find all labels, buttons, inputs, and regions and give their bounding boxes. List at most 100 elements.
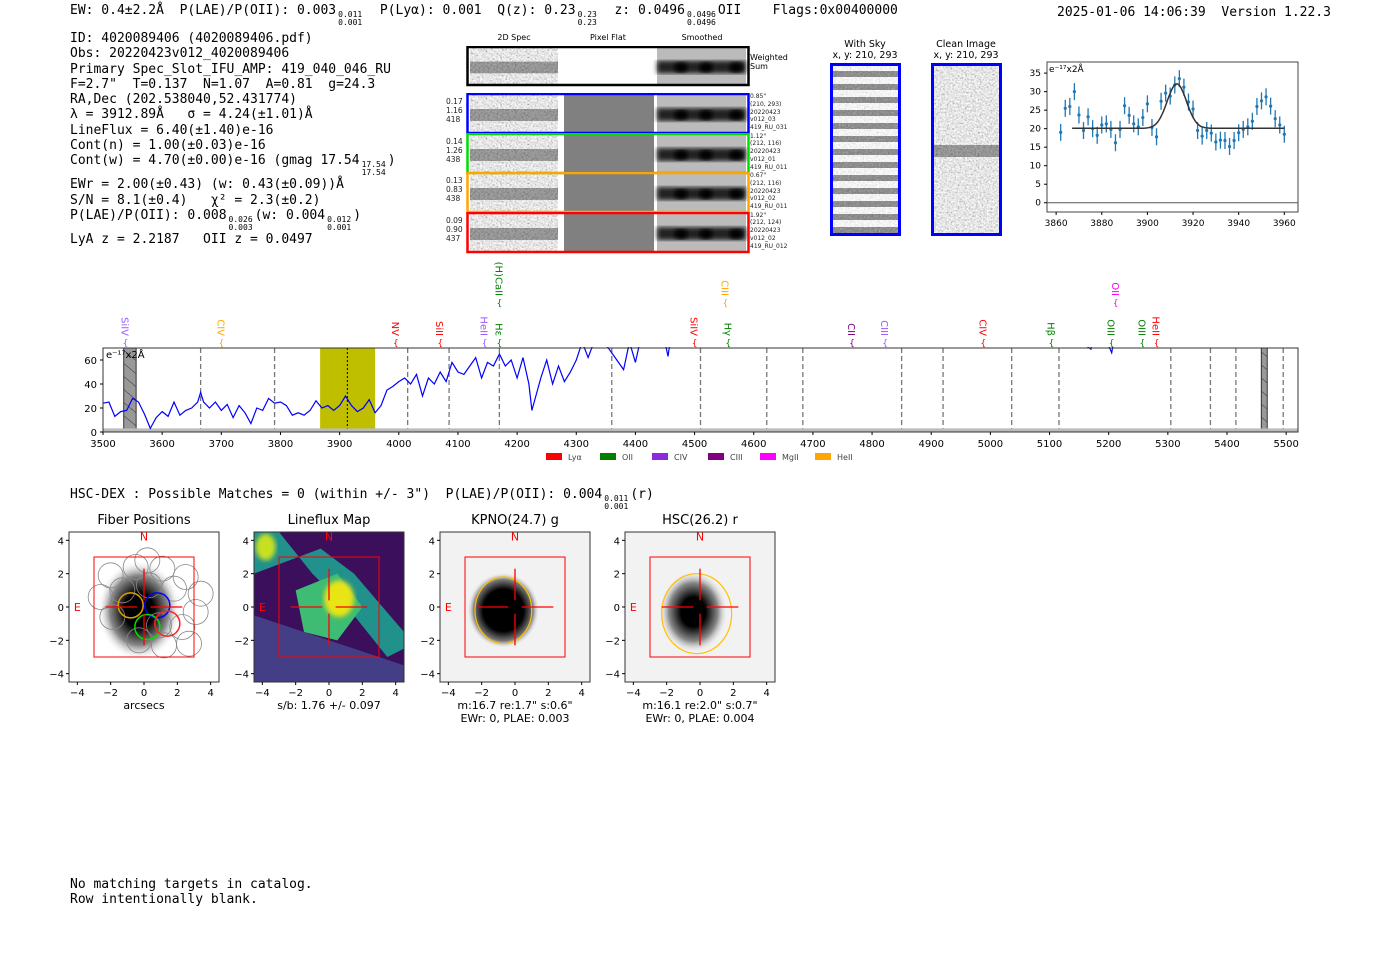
plae-w-lo: 0.001: [327, 222, 352, 232]
contw-lo: 17.54: [361, 168, 386, 178]
north-label: N: [511, 530, 519, 543]
y-tick-label: 2: [58, 570, 64, 581]
data-point: [1269, 104, 1273, 108]
info-contw: Cont(w) = 4.70(±0.00)e-16 (gmag 17.54 17.…: [70, 153, 396, 177]
cutout-caption: EWr: 0, PLAE: 0.004: [645, 712, 755, 725]
data-point: [1059, 130, 1063, 134]
x-tick-label: 0: [326, 688, 332, 699]
info-id: ID: 4020089406 (4020089406.pdf): [70, 31, 313, 46]
cutout-image-3: N E −4 −4 −2 −2 0 0 2 2 4 4: [420, 530, 591, 699]
footer-line1: No matching targets in catalog.: [70, 877, 313, 892]
data-point: [1200, 134, 1204, 138]
y-tick-label: 25: [1030, 106, 1041, 116]
x-tick-label: 3940: [1227, 219, 1250, 229]
smoothed-blob: [729, 189, 743, 199]
x-tick-label: 5500: [1273, 439, 1298, 450]
contw-hi: 17.54: [361, 160, 386, 170]
emission-line-label: CIII: [878, 320, 889, 336]
x-tick-label: 4700: [800, 439, 825, 450]
plae-range: 0.011 0.001: [338, 11, 362, 27]
data-point: [1095, 133, 1099, 137]
smoothed-blob: [729, 110, 743, 120]
fiber-circle: [97, 562, 124, 589]
fiber-row-stats: 0.17 1.16 418: [446, 97, 463, 124]
east-label: E: [445, 601, 452, 614]
row-frame: [466, 46, 750, 87]
east-label: E: [259, 601, 266, 614]
y-tick-label: 60: [84, 356, 97, 367]
with-sky-label: With Sky: [844, 39, 886, 50]
fiber-circle: [149, 555, 176, 582]
flags-text: Flags:0x00400000: [772, 3, 898, 18]
data-point: [1282, 132, 1286, 136]
pixel-flat-cutout: [564, 174, 654, 211]
data-point: [1218, 138, 1223, 142]
y-tick-label: 2: [243, 570, 249, 581]
x-tick-label: 4: [578, 688, 584, 699]
emission-line-label: CIV: [976, 319, 987, 336]
data-point: [1100, 123, 1104, 127]
y-tick-label: 0: [91, 428, 97, 439]
emission-line-label: HeII: [478, 316, 489, 336]
fiber-row-info: 0.85" (210, 293) 20220423 v012_03 419_RU…: [750, 93, 788, 132]
flux-region: [254, 532, 404, 657]
fiber-row-info: 0.67" (212, 116) 20220423 v012_02 419_RU…: [750, 172, 788, 211]
aperture-ellipse: [661, 573, 733, 655]
y-tick-label: −4: [420, 670, 435, 681]
noise-level: [103, 428, 1298, 432]
emission-line-bracket: {: [882, 339, 888, 349]
data-point: [1182, 85, 1186, 89]
emission-line-bracket: {: [482, 339, 488, 349]
z-range: 0.0496 0.0496: [687, 11, 716, 27]
z-line: OII: [717, 3, 742, 18]
x-tick-label: 3800: [268, 439, 293, 450]
info-primary: Primary Spec_Slot_IFU_AMP: 419_040_046_R…: [70, 61, 391, 77]
info-lineflux: LineFlux = 6.40(±1.40)e-16: [70, 122, 274, 138]
x-tick-label: 0: [141, 688, 147, 699]
smoothed-cutout: [657, 95, 746, 132]
data-point: [1177, 77, 1181, 81]
data-point: [1077, 113, 1081, 117]
fiber-circle: [176, 630, 202, 657]
emission-line-bracket: {: [725, 339, 731, 349]
highlighted-fiber: [134, 613, 161, 641]
smoothed-blob: [699, 62, 713, 73]
x-tick-label: 4600: [741, 439, 766, 450]
spec2d-cutout: [470, 48, 558, 84]
east-label: E: [74, 601, 81, 614]
east-label: E: [630, 601, 637, 614]
ew-text: EW: 0.4±2.2Å: [70, 3, 164, 18]
with-sky-title: With Sky x, y: 210, 293: [815, 39, 915, 61]
x-tick-label: 3700: [209, 439, 234, 450]
x-tick-label: 4300: [564, 439, 589, 450]
north-label: N: [140, 530, 148, 543]
data-point: [1196, 128, 1200, 133]
y-tick-label: 20: [84, 404, 97, 415]
emission-line-label: SiIV: [688, 317, 699, 336]
y-tick-label: 10: [1030, 162, 1042, 172]
data-point: [1154, 135, 1159, 139]
smoothed-blob: [699, 189, 713, 199]
hsc-plae-lo: 0.001: [604, 502, 629, 511]
info-obs: Obs: 20220423v012_4020089406: [70, 46, 290, 62]
x-tick-label: 3960: [1273, 219, 1296, 229]
flux-peak: [324, 580, 354, 617]
legend-label: MgII: [782, 453, 799, 462]
cutout-caption: arcsecs: [123, 699, 165, 712]
qz-text: Q(z): 0.23: [497, 3, 576, 18]
y-tick-label: 0: [429, 603, 435, 614]
plae-text: P(LAE)/P(OII): 0.003: [179, 3, 337, 18]
y-tick-label: 0: [1035, 199, 1041, 209]
legend-label: HeII: [837, 453, 853, 462]
hsc-filter: (r): [630, 487, 654, 502]
legend-swatch: [708, 453, 724, 460]
cutout-caption: m:16.1 re:2.0" s:0.7": [642, 699, 758, 712]
emission-line-label: Hε: [492, 323, 503, 336]
emission-line-bracket: {: [722, 299, 728, 309]
summary-header: EW: 0.4±2.2Å P(LAE)/P(OII): 0.003 0.011 0.…: [70, 3, 898, 27]
gaussian-fit-line: [1072, 83, 1285, 130]
x-tick-label: 4200: [504, 439, 529, 450]
legend-label: OII: [622, 453, 633, 462]
x-tick-label: 0: [512, 688, 518, 699]
x-tick-label: 2: [359, 688, 365, 699]
